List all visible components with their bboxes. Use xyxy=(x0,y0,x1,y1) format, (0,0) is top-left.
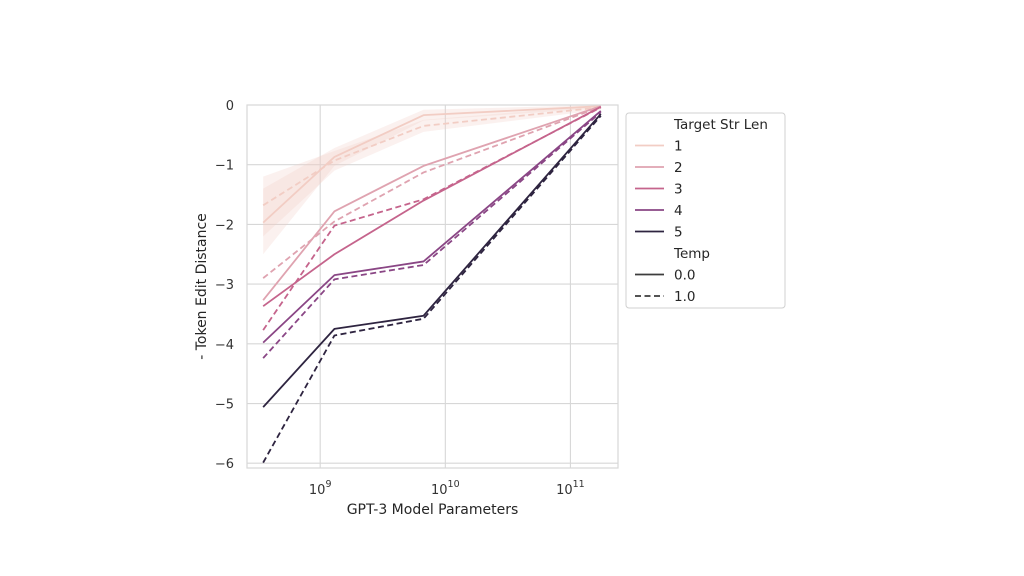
legend-label-temp-1.0: 1.0 xyxy=(674,289,695,305)
legend-label-temp-0.0: 0.0 xyxy=(674,268,695,284)
plot-frame xyxy=(246,104,619,469)
y-tick-label: −5 xyxy=(215,398,234,413)
y-tick-labels: 0 −1 −2 −3 −4 −5 −6 xyxy=(215,99,234,472)
series-lines xyxy=(262,105,602,464)
legend-hue-entries: 1 2 3 4 5 xyxy=(635,139,683,241)
grid-lines xyxy=(247,104,618,468)
x-tick-base: 10 xyxy=(556,483,573,498)
x-tick-base: 10 xyxy=(309,483,326,498)
legend-label-5: 5 xyxy=(674,225,683,241)
legend-label-4: 4 xyxy=(674,203,683,219)
series-line-2-temp-1.0 xyxy=(262,105,602,279)
legend-label-3: 3 xyxy=(674,182,683,198)
x-tick-exponent: 9 xyxy=(325,479,331,490)
x-tick-label: 1011 xyxy=(556,479,585,498)
x-tick-exponent: 11 xyxy=(573,479,585,490)
y-tick-label: −2 xyxy=(215,218,234,233)
legend-label-2: 2 xyxy=(674,160,683,176)
legend-title-temp: Temp xyxy=(673,246,710,262)
y-tick-label: −6 xyxy=(215,457,234,472)
y-tick-label: −1 xyxy=(215,159,234,174)
series-line-2-temp-0.0 xyxy=(262,105,602,301)
series-line-5-temp-1.0 xyxy=(262,115,602,464)
x-tick-exponent: 10 xyxy=(448,479,460,490)
x-tick-label: 1010 xyxy=(431,479,460,498)
legend-box xyxy=(625,112,786,309)
x-axis-title: GPT-3 Model Parameters xyxy=(347,502,519,518)
series-line-1-temp-1.0 xyxy=(262,106,601,207)
series-line-3-temp-1.0 xyxy=(262,106,602,331)
legend-title-target-str-len: Target Str Len xyxy=(673,117,768,133)
x-tick-label: 109 xyxy=(309,479,332,498)
y-tick-label: −3 xyxy=(215,278,234,293)
x-tick-labels: 109 1010 1011 xyxy=(309,479,585,498)
plot-area xyxy=(246,104,619,469)
series-line-4-temp-0.0 xyxy=(262,110,602,344)
series-line-1-temp-0.0 xyxy=(262,105,601,224)
series-line-4-temp-1.0 xyxy=(262,111,602,359)
y-axis-title: - Token Edit Distance xyxy=(194,213,210,360)
legend-label-1: 1 xyxy=(674,139,683,155)
confidence-bands xyxy=(263,105,601,255)
series-line-5-temp-0.0 xyxy=(262,113,602,408)
x-tick-base: 10 xyxy=(431,483,448,498)
y-tick-label: 0 xyxy=(226,99,234,114)
y-tick-label: −4 xyxy=(215,338,234,353)
legend-style-entries: 0.01.0 xyxy=(635,268,695,305)
confidence-band-1-temp-1.0 xyxy=(263,105,601,237)
